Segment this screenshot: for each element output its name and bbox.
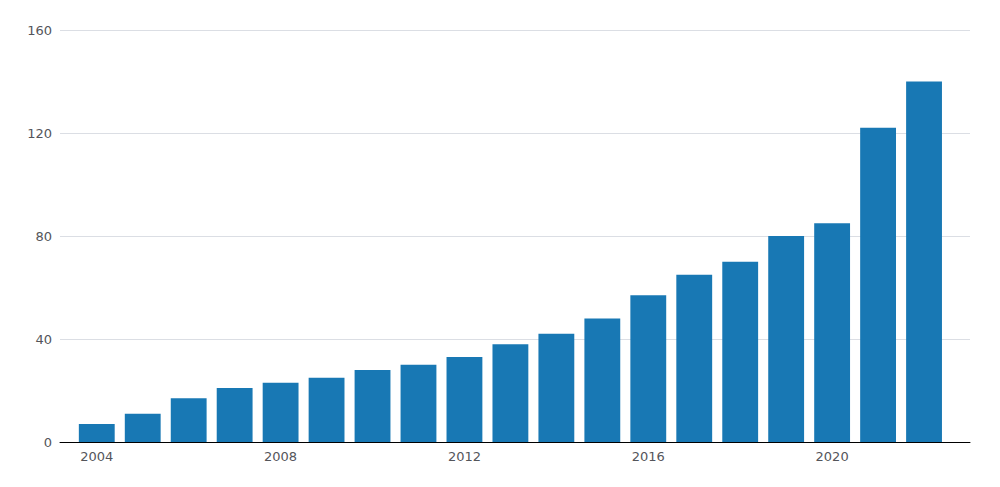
svg-text:80: 80 xyxy=(35,229,52,244)
svg-text:2020: 2020 xyxy=(816,449,849,464)
svg-text:2008: 2008 xyxy=(264,449,297,464)
svg-text:2016: 2016 xyxy=(632,449,665,464)
svg-text:160: 160 xyxy=(27,23,52,38)
svg-text:120: 120 xyxy=(27,126,52,141)
svg-text:2004: 2004 xyxy=(80,449,113,464)
svg-text:0: 0 xyxy=(44,435,52,450)
svg-text:2012: 2012 xyxy=(448,449,481,464)
svg-text:40: 40 xyxy=(35,332,52,347)
